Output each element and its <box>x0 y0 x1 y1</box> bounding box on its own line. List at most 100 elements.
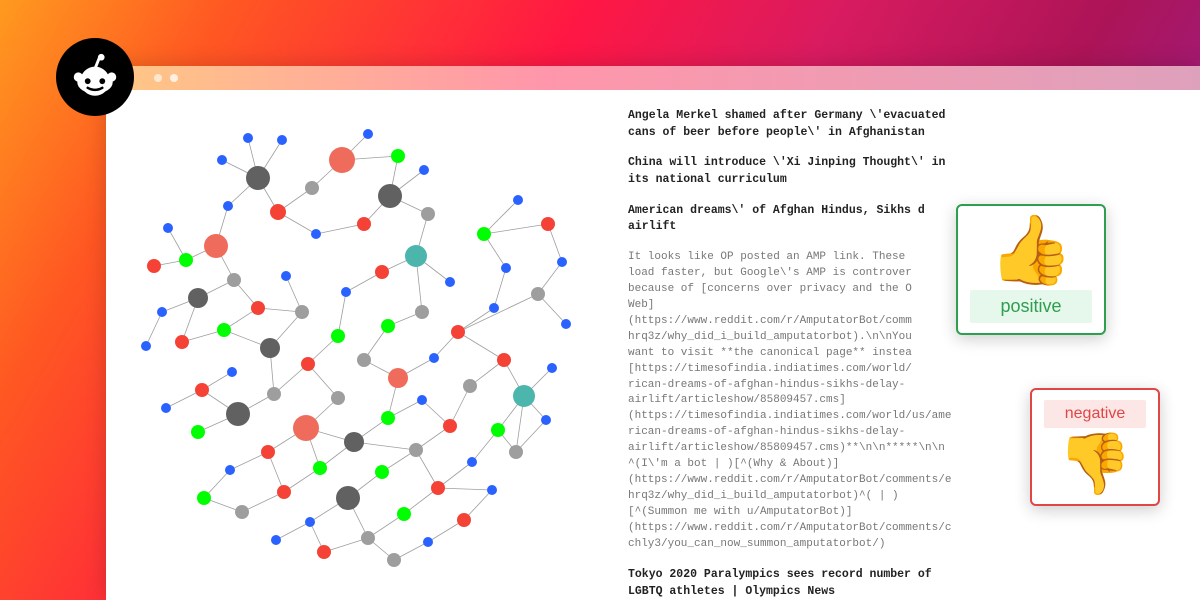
graph-node <box>501 263 511 273</box>
graph-node <box>489 303 499 313</box>
graph-node <box>421 207 435 221</box>
graph-node <box>487 485 497 495</box>
graph-node <box>331 329 345 343</box>
feed-headline: Tokyo 2020 Paralympics sees record numbe… <box>628 567 968 600</box>
graph-node <box>509 445 523 459</box>
graph-node <box>423 537 433 547</box>
graph-node <box>541 415 551 425</box>
thumbs-up-icon: 👍 <box>970 216 1092 284</box>
graph-node <box>417 395 427 405</box>
graph-node <box>175 335 189 349</box>
graph-node <box>467 457 477 467</box>
graph-node <box>331 391 345 405</box>
reddit-logo <box>56 38 134 116</box>
graph-node <box>381 319 395 333</box>
graph-node <box>204 234 228 258</box>
feed-headline: China will introduce \'Xi Jinping Though… <box>628 155 968 188</box>
graph-node <box>141 341 151 351</box>
graph-node <box>246 166 270 190</box>
graph-node <box>329 147 355 173</box>
graph-node <box>317 545 331 559</box>
graph-node <box>225 465 235 475</box>
graph-node <box>161 403 171 413</box>
graph-node <box>457 513 471 527</box>
graph-node <box>419 165 429 175</box>
graph-node <box>409 443 423 457</box>
graph-node <box>261 445 275 459</box>
graph-node <box>191 425 205 439</box>
graph-node <box>305 181 319 195</box>
graph-node <box>391 149 405 163</box>
thumbs-down-icon: 👎 <box>1044 434 1146 494</box>
graph-node <box>397 507 411 521</box>
titlebar-dot <box>170 74 178 82</box>
graph-node <box>357 353 371 367</box>
graph-node <box>531 287 545 301</box>
graph-node <box>217 323 231 337</box>
graph-node <box>313 461 327 475</box>
graph-node <box>197 491 211 505</box>
graph-node <box>270 204 286 220</box>
graph-node <box>497 353 511 367</box>
graph-node <box>378 184 402 208</box>
amp-bot-comment: It looks like OP posted an AMP link. The… <box>628 250 978 553</box>
graph-node <box>451 325 465 339</box>
window-titlebar <box>106 66 1200 90</box>
graph-node <box>217 155 227 165</box>
graph-node <box>311 229 321 239</box>
feed-headline: American dreams\' of Afghan Hindus, Sikh… <box>628 203 968 236</box>
graph-node <box>251 301 265 315</box>
graph-node <box>445 277 455 287</box>
graph-node <box>361 531 375 545</box>
graph-node <box>381 411 395 425</box>
graph-node <box>301 357 315 371</box>
graph-node <box>491 423 505 437</box>
graph-node <box>157 307 167 317</box>
graph-node <box>431 481 445 495</box>
graph-node <box>179 253 193 267</box>
graph-node <box>267 387 281 401</box>
graph-node <box>227 273 241 287</box>
graph-node <box>477 227 491 241</box>
graph-node <box>388 368 408 388</box>
graph-node <box>295 305 309 319</box>
titlebar-dot <box>154 74 162 82</box>
graph-node <box>547 363 557 373</box>
feed-headline: Angela Merkel shamed after Germany \'eva… <box>628 108 968 141</box>
graph-node <box>147 259 161 273</box>
graph-node <box>277 135 287 145</box>
graph-node <box>195 383 209 397</box>
graph-node <box>260 338 280 358</box>
graph-node <box>561 319 571 329</box>
positive-badge: 👍 positive <box>956 204 1106 335</box>
graph-node <box>341 287 351 297</box>
negative-label: negative <box>1044 400 1146 428</box>
positive-label: positive <box>970 290 1092 323</box>
graph-node <box>226 402 250 426</box>
network-graph <box>106 90 616 600</box>
graph-node <box>415 305 429 319</box>
negative-badge: negative 👎 <box>1030 388 1160 506</box>
graph-node <box>429 353 439 363</box>
graph-node <box>387 553 401 567</box>
network-graph-svg <box>106 90 616 600</box>
graph-node <box>277 485 291 499</box>
graph-node <box>163 223 173 233</box>
graph-node <box>293 415 319 441</box>
graph-node <box>344 432 364 452</box>
graph-node <box>557 257 567 267</box>
graph-node <box>513 195 523 205</box>
graph-node <box>235 505 249 519</box>
graph-node <box>188 288 208 308</box>
graph-node <box>375 465 389 479</box>
graph-node <box>463 379 477 393</box>
text-feed: Angela Merkel shamed after Germany \'eva… <box>616 90 1200 600</box>
graph-node <box>375 265 389 279</box>
graph-node <box>243 133 253 143</box>
graph-node <box>281 271 291 281</box>
graph-node <box>223 201 233 211</box>
reddit-alien-icon <box>70 52 120 102</box>
graph-node <box>271 535 281 545</box>
graph-node <box>305 517 315 527</box>
graph-node <box>336 486 360 510</box>
